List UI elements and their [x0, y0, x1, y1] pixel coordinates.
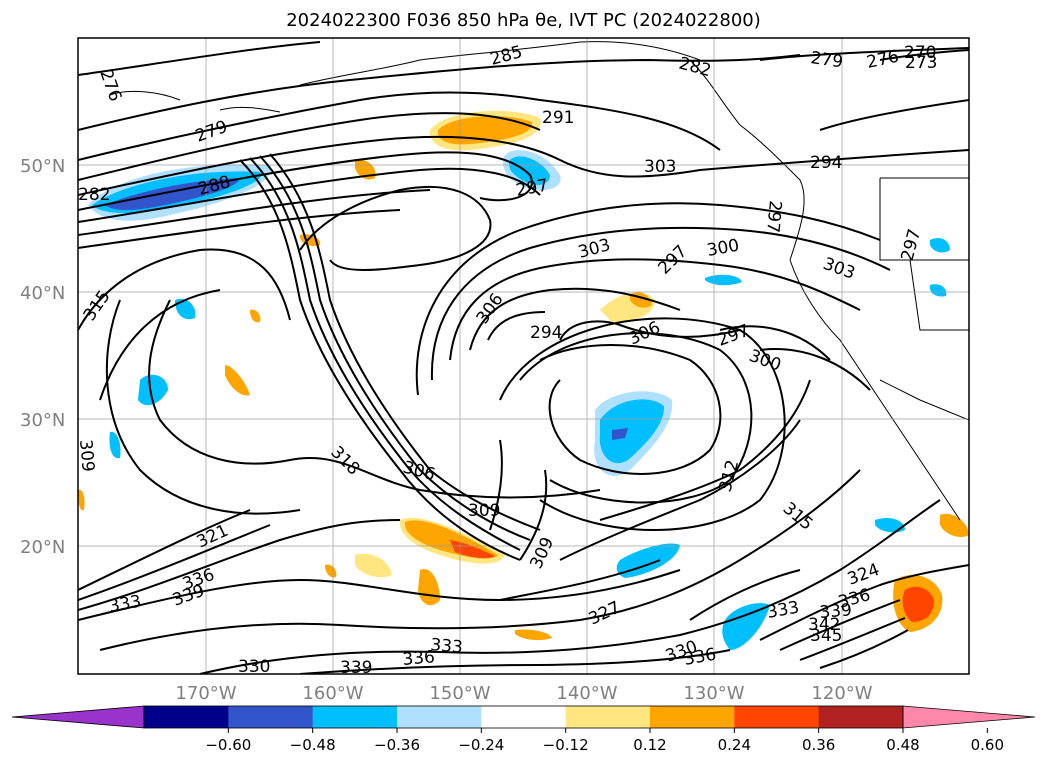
colorbar-segment [734, 706, 820, 728]
lat-label: 30°N [20, 410, 65, 431]
colorbar-segment [397, 706, 482, 728]
lat-label: 50°N [20, 156, 65, 177]
contour-label: 294 [530, 323, 562, 343]
colorbar-tick-label: −0.24 [458, 736, 504, 754]
lon-label: 170°W [175, 683, 236, 704]
colorbar-tick-label: 0.48 [886, 736, 919, 754]
lon-label: 160°W [302, 683, 363, 704]
lat-label: 20°N [20, 537, 65, 558]
colorbar-tick-label: 0.60 [971, 736, 1004, 754]
contour-label: 333 [430, 635, 464, 658]
colorbar-frame [143, 705, 904, 729]
map-title: 2024022300 F036 850 hPa θe, IVT PC (2024… [286, 10, 761, 31]
colorbar: −0.60 −0.48 −0.36 −0.24 −0.12 0.12 0.24 0.36 0.4… [11, 705, 1036, 754]
latitude-labels: 50°N 40°N 30°N 20°N [20, 156, 65, 558]
colorbar-tick-label: 0.24 [718, 736, 751, 754]
contour-label: 339 [819, 600, 853, 623]
contour-label: 336 [402, 647, 436, 670]
longitude-labels: 170°W 160°W 150°W 140°W 130°W 120°W [175, 683, 872, 704]
colorbar-tick-label: −0.60 [205, 736, 251, 754]
colorbar-segment [565, 706, 651, 728]
colorbar-segment [650, 706, 735, 728]
colorbar-tick-label: −0.36 [374, 736, 420, 754]
contour-label: 273 [905, 53, 937, 73]
map-frame [77, 37, 970, 675]
colorbar-tick-label: 0.12 [633, 736, 666, 754]
lon-label: 130°W [683, 683, 744, 704]
contour-label: 297 [762, 200, 785, 234]
contour-label: 342 [808, 615, 840, 635]
colorbar-tick-label: −0.48 [290, 736, 336, 754]
theta-e-contours [78, 41, 969, 674]
colorbar-segment [818, 706, 904, 728]
colorbar-segment [144, 706, 229, 728]
contour-label: 279 [809, 48, 844, 72]
lon-label: 140°W [556, 683, 617, 704]
lat-label: 40°N [20, 283, 65, 304]
colorbar-segment [228, 706, 314, 728]
colorbar-segment [312, 706, 398, 728]
contour-label: 339 [340, 658, 372, 678]
colorbar-tick-label: −0.12 [543, 736, 589, 754]
contour-label: 309 [468, 501, 500, 521]
map-plot-area: 276 285 282 279 276 273 270 279 291 303 … [75, 38, 969, 678]
colorbar-segment [481, 706, 567, 728]
colorbar-extend-max [902, 705, 1036, 729]
contour-label: 282 [78, 185, 110, 205]
lon-label: 120°W [811, 683, 872, 704]
contour-label: 345 [810, 626, 842, 646]
colorbar-tick-label: 0.36 [802, 736, 835, 754]
lon-label: 150°W [429, 683, 490, 704]
contour-label: 303 [644, 157, 676, 177]
contour-label: 330 [238, 657, 270, 677]
contour-label: 270 [904, 43, 936, 63]
contour-label: 309 [75, 439, 98, 473]
contour-label: 294 [810, 153, 842, 173]
contour-label: 291 [542, 108, 574, 128]
colorbar-extend-min [11, 705, 145, 729]
